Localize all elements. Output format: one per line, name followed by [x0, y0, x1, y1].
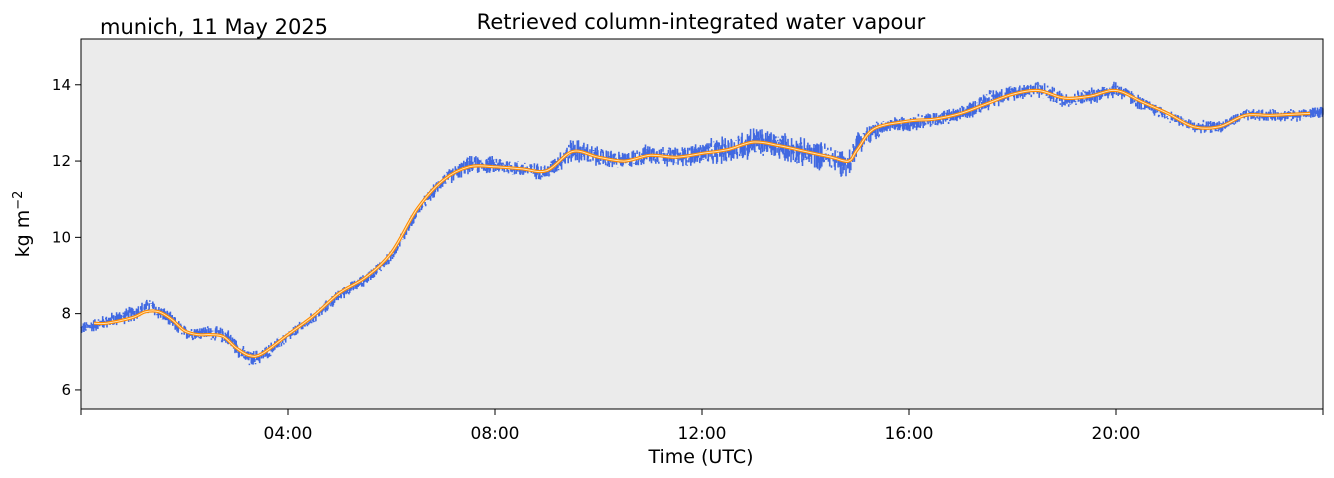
x-tick-label: 20:00 — [1092, 424, 1141, 444]
y-tick-label: 8 — [61, 305, 71, 323]
x-axis-label: Time (UTC) — [647, 446, 753, 468]
y-tick-label: 10 — [52, 228, 71, 246]
y-tick-label: 6 — [61, 381, 71, 399]
y-axis-label: kg m−2 — [11, 191, 34, 258]
x-tick-label: 04:00 — [264, 424, 313, 444]
x-tick-label: 16:00 — [885, 424, 934, 444]
x-tick-label: 12:00 — [678, 424, 727, 444]
y-axis: 6 8 10 12 14 — [52, 76, 81, 399]
x-tick-label: 08:00 — [471, 424, 520, 444]
location-date-label: munich, 11 May 2025 — [100, 15, 328, 39]
plot-area — [81, 39, 1323, 409]
smoothed-line-highlight — [93, 89, 1311, 357]
y-tick-label: 12 — [52, 152, 71, 170]
chart-title: Retrieved column-integrated water vapour — [477, 10, 926, 34]
x-axis: 04:00 08:00 12:00 16:00 20:00 — [80, 409, 1324, 444]
y-tick-label: 14 — [52, 76, 71, 94]
